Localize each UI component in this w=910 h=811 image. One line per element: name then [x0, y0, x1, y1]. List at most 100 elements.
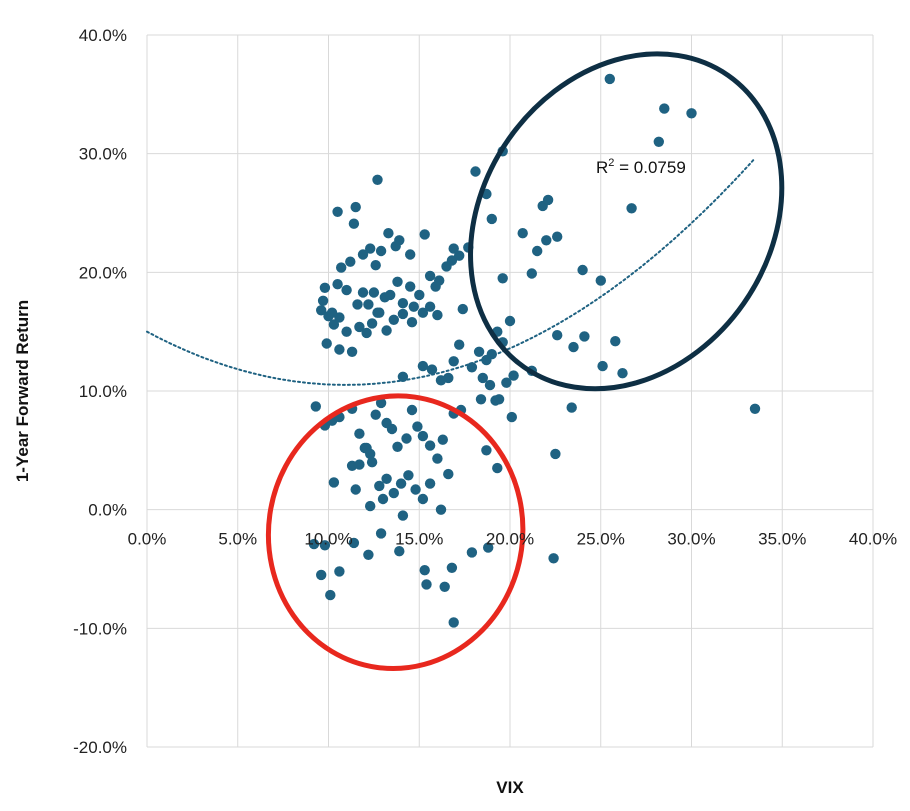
data-point: [361, 442, 372, 454]
data-point: [334, 566, 345, 577]
data-point: [577, 264, 588, 276]
data-point: [481, 445, 492, 456]
y-tick-label: 0.0%: [88, 501, 127, 520]
y-tick-label: -20.0%: [73, 738, 127, 757]
data-point: [310, 401, 321, 412]
data-point: [437, 434, 448, 445]
data-point: [374, 480, 385, 492]
data-point: [392, 441, 403, 452]
data-point: [348, 537, 360, 549]
data-point: [749, 403, 761, 414]
data-point: [424, 301, 436, 312]
y-tick-label: 30.0%: [79, 145, 127, 164]
x-tick-label: 30.0%: [667, 530, 715, 549]
data-point: [470, 166, 481, 177]
data-point: [541, 235, 552, 246]
data-point: [392, 276, 403, 287]
data-point: [424, 270, 436, 282]
y-tick-label: -10.0%: [73, 619, 127, 638]
data-point: [377, 493, 389, 505]
data-point: [406, 317, 418, 328]
data-point: [401, 433, 412, 444]
data-point: [419, 565, 430, 576]
data-point: [486, 213, 497, 225]
data-point: [365, 243, 376, 254]
data-point: [346, 346, 358, 357]
y-tick-label: 10.0%: [79, 382, 127, 401]
y-tick-label: 20.0%: [79, 263, 127, 282]
data-point: [424, 440, 436, 451]
data-point: [454, 339, 465, 350]
data-point: [366, 457, 378, 468]
data-point: [410, 484, 421, 495]
data-point: [336, 262, 347, 273]
data-point: [328, 319, 340, 330]
data-point: [370, 409, 381, 420]
data-point: [610, 336, 621, 347]
x-tick-label: 40.0%: [849, 530, 897, 549]
data-point: [626, 203, 637, 214]
data-point: [432, 453, 443, 464]
data-point: [350, 484, 361, 495]
x-tick-label: 15.0%: [395, 530, 443, 549]
data-point: [363, 299, 374, 310]
data-point: [381, 473, 392, 484]
data-point: [375, 528, 387, 539]
data-point: [317, 295, 329, 306]
data-point: [386, 423, 398, 435]
x-tick-label: 25.0%: [577, 530, 625, 549]
data-point: [326, 307, 338, 318]
r-squared-superscript: 2: [608, 157, 614, 169]
data-point: [348, 218, 360, 229]
data-point: [435, 504, 447, 515]
data-point: [405, 281, 416, 292]
data-point: [321, 338, 332, 349]
data-point: [341, 326, 352, 337]
data-point: [448, 356, 459, 367]
data-point: [388, 314, 399, 325]
data-point: [350, 201, 361, 213]
trendline: [146, 157, 756, 386]
data-point: [397, 371, 409, 382]
data-point: [308, 538, 320, 550]
data-points: [308, 73, 761, 628]
data-point: [361, 327, 372, 339]
data-point: [357, 249, 369, 260]
data-point: [408, 301, 419, 312]
data-point: [466, 547, 478, 558]
data-point: [316, 305, 327, 316]
data-point: [477, 372, 488, 384]
data-point: [328, 477, 340, 488]
data-point: [334, 344, 345, 355]
data-point: [504, 315, 516, 327]
data-point: [319, 540, 331, 551]
data-point: [497, 273, 508, 284]
data-point: [332, 206, 343, 217]
data-point: [501, 377, 512, 388]
x-tick-label: 20.0%: [486, 530, 534, 549]
data-point: [397, 510, 409, 521]
data-point: [617, 368, 628, 379]
data-point: [414, 289, 425, 301]
data-point: [419, 229, 430, 240]
data-point: [354, 321, 365, 333]
data-point: [579, 331, 590, 342]
data-point: [486, 349, 497, 360]
data-point: [532, 245, 543, 257]
x-axis-title: VIX: [496, 778, 524, 797]
grid-lines: [146, 34, 874, 748]
data-point: [686, 108, 697, 119]
r-squared-value: = 0.0759: [614, 158, 685, 177]
data-point: [490, 395, 501, 406]
data-point: [552, 330, 563, 341]
data-point: [341, 284, 352, 296]
data-point: [435, 375, 447, 386]
x-tick-label: 35.0%: [758, 530, 806, 549]
data-point: [421, 579, 432, 590]
data-point: [397, 298, 409, 309]
data-point: [417, 493, 429, 505]
data-point: [659, 103, 670, 114]
x-tick-label: 0.0%: [128, 530, 167, 549]
data-point: [394, 546, 405, 557]
data-point: [375, 245, 387, 257]
